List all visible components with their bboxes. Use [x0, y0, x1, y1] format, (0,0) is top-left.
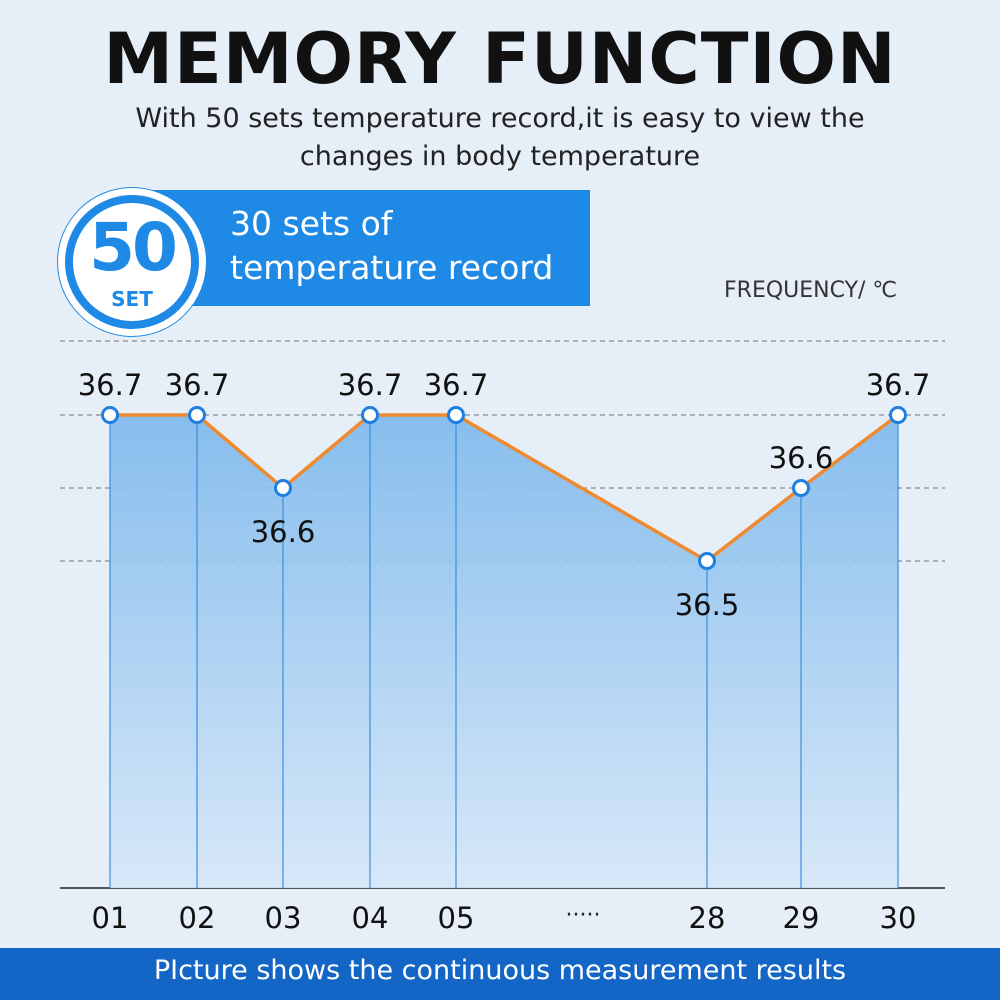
set-count-badge: 50 SET — [58, 188, 206, 336]
x-tick-label: 29 — [783, 901, 820, 935]
footer-text: PIcture shows the continuous measurement… — [153, 955, 847, 986]
data-point — [274, 479, 292, 497]
x-tick-ellipsis: ····· — [566, 903, 601, 928]
data-label: 36.7 — [338, 368, 403, 402]
temperature-chart: 36.7 36.7 36.6 36.7 36.7 36.5 36.6 36.7 01 02 03 0… — [60, 340, 945, 935]
data-label: 36.6 — [769, 441, 834, 475]
x-tick-label: 30 — [880, 901, 917, 935]
x-tick-label: 04 — [352, 901, 389, 935]
data-label: 36.7 — [78, 368, 143, 402]
x-tick-label: 02 — [179, 901, 216, 935]
x-tick-label: 03 — [265, 901, 302, 935]
record-banner-text: 30 sets of temperature record — [230, 204, 554, 287]
x-tick-label: 01 — [92, 901, 129, 935]
badge-number: 50 — [89, 209, 178, 286]
data-point — [792, 479, 810, 497]
x-tick-label: 05 — [438, 901, 475, 935]
record-banner — [140, 190, 590, 306]
x-tick-label: 28 — [689, 901, 726, 935]
data-label: 36.7 — [165, 368, 230, 402]
data-point — [188, 406, 206, 424]
area-fill — [110, 415, 898, 888]
page-subtitle: With 50 sets temperature record,it is ea… — [135, 103, 865, 172]
data-point — [361, 406, 379, 424]
data-label: 36.5 — [675, 588, 740, 622]
data-point — [447, 406, 465, 424]
footer-bar — [0, 948, 1000, 1000]
badge-inner-circle: 50 SET — [73, 203, 191, 321]
page-title: MEMORY FUNCTION — [103, 18, 897, 100]
data-point — [889, 406, 907, 424]
data-label: 36.6 — [251, 515, 316, 549]
series-line — [110, 413, 900, 563]
data-label: 36.7 — [866, 368, 931, 402]
data-label: 36.7 — [424, 368, 489, 402]
data-point — [698, 552, 716, 570]
y-axis-unit-label: FREQUENCY/ ℃ — [724, 278, 898, 303]
data-point — [101, 406, 119, 424]
badge-unit: SET — [111, 287, 153, 311]
